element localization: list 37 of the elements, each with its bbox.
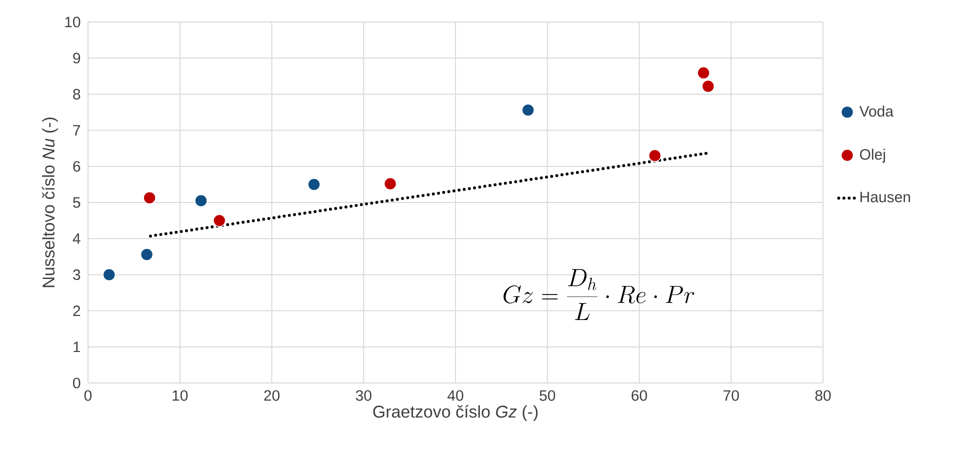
x-tick-label: 20 — [264, 390, 280, 401]
y-tick-label: 2 — [73, 306, 80, 316]
y-axis-title: Nusseltovo číslo Nu (-) — [42, 118, 58, 288]
point — [697, 66, 710, 80]
x-tick-label: 30 — [356, 390, 372, 401]
x-axis-title: Graetzovo číslo Gz (-) — [373, 405, 538, 422]
point — [308, 178, 320, 191]
y-tick-label: 1 — [74, 342, 80, 352]
y-tick-label: 5 — [73, 197, 80, 208]
point — [143, 191, 156, 204]
point — [212, 214, 226, 227]
point — [648, 149, 662, 162]
y-tick-label: 9 — [73, 52, 80, 64]
y-tick-label: 8 — [73, 88, 80, 100]
x-tick-label: 70 — [724, 390, 739, 401]
point — [102, 268, 116, 282]
y-tick-label: 0 — [73, 378, 80, 388]
y-tick-label: 7 — [73, 125, 80, 136]
point — [194, 194, 208, 208]
y-tick-label: 3 — [73, 269, 80, 280]
legend-label: Olej — [860, 148, 885, 163]
x-tick-label: 60 — [632, 390, 647, 401]
point — [522, 104, 534, 116]
x-tick-label: 10 — [172, 390, 188, 401]
y-tick-label: 6 — [73, 161, 80, 172]
legend-label: Voda — [859, 106, 894, 117]
x-tick-label: 50 — [540, 390, 556, 401]
x-tick-label: 0 — [84, 390, 92, 401]
y-tick-label: 10 — [65, 16, 80, 28]
point — [384, 177, 397, 190]
point — [702, 80, 715, 93]
x-tick-label: 40 — [448, 390, 464, 401]
x-tick-label: 80 — [815, 390, 831, 401]
y-tick-label: 4 — [72, 233, 80, 244]
legend-label: Hausen — [860, 192, 910, 202]
point — [140, 248, 154, 261]
annotation: $Gz = \frac{D_h}{L} \cdot Re \cdot Pr$ — [504, 269, 694, 320]
